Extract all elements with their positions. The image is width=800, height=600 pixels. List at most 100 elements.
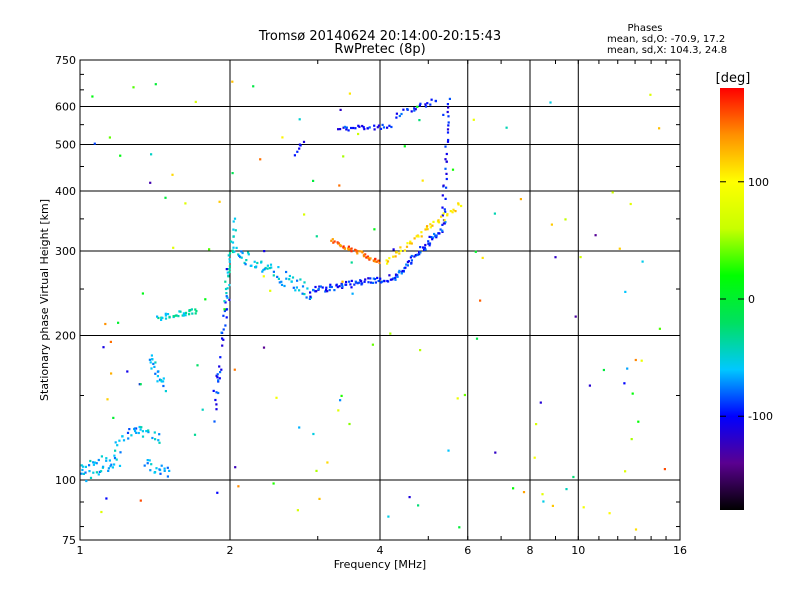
echo-point <box>102 346 105 349</box>
echo-point <box>406 264 409 267</box>
echo-point <box>402 108 405 111</box>
echo-point <box>379 277 382 280</box>
echo-point <box>141 430 144 433</box>
echo-point <box>312 432 315 436</box>
echo-point <box>424 243 427 247</box>
echo-point <box>350 250 353 253</box>
echo-point <box>376 276 379 279</box>
echo-point <box>262 268 265 272</box>
echo-point <box>410 242 413 245</box>
echo-point <box>82 472 85 475</box>
echo-point <box>442 113 445 116</box>
echo-point <box>406 242 409 245</box>
echo-point <box>367 281 370 284</box>
echo-point <box>155 467 158 470</box>
grid-lines <box>79 59 681 541</box>
echo-point <box>339 128 342 131</box>
echo-point <box>345 280 348 284</box>
echo-point <box>232 220 235 223</box>
echo-point <box>445 152 448 156</box>
echo-point <box>194 308 197 311</box>
echo-point <box>333 240 336 243</box>
echo-point <box>325 288 328 291</box>
y-tick-label: 300 <box>55 245 76 258</box>
echo-point <box>240 250 243 253</box>
echo-point <box>341 285 344 288</box>
echo-point <box>233 217 237 220</box>
echo-point <box>427 242 430 245</box>
echo-point <box>121 435 124 438</box>
echo-point <box>414 108 417 111</box>
echo-point <box>100 470 103 473</box>
echo-point <box>190 308 193 311</box>
y-tick-label: 600 <box>55 101 76 114</box>
echo-point <box>91 95 94 98</box>
echo-point <box>161 316 164 319</box>
echo-point <box>166 313 170 316</box>
echo-point <box>414 254 418 257</box>
echo-point <box>389 332 392 335</box>
echo-point <box>237 485 240 488</box>
echo-point <box>428 244 431 247</box>
echo-point <box>343 125 347 128</box>
echo-point <box>88 464 91 467</box>
echo-point <box>437 221 441 224</box>
echo-point <box>182 312 185 315</box>
echo-point <box>444 145 447 148</box>
echo-point <box>419 349 422 352</box>
echo-point <box>360 280 363 283</box>
echo-point <box>119 154 122 157</box>
echo-point <box>225 292 228 295</box>
echo-point <box>237 253 240 256</box>
echo-point <box>356 252 359 255</box>
echo-point <box>133 427 136 430</box>
echo-point <box>100 510 103 514</box>
echo-point <box>369 257 372 260</box>
echo-point <box>565 488 568 491</box>
echo-point <box>97 473 100 476</box>
echo-point <box>409 256 412 259</box>
echo-point <box>263 268 266 271</box>
echo-point <box>82 465 85 468</box>
echo-point <box>357 132 360 136</box>
y-tick-label: 750 <box>55 54 76 67</box>
echo-point <box>220 331 223 334</box>
echo-point <box>230 240 233 243</box>
echo-point <box>231 241 235 244</box>
echo-point <box>330 285 333 289</box>
echo-point <box>403 249 406 252</box>
echo-point <box>418 253 421 256</box>
echo-point <box>385 259 388 262</box>
echo-point <box>369 277 372 280</box>
echo-point <box>104 322 107 326</box>
echo-point <box>348 92 351 95</box>
echo-point <box>433 232 436 236</box>
echo-point <box>413 109 416 112</box>
echo-point <box>105 497 108 500</box>
echo-point <box>418 250 421 254</box>
echo-point <box>156 315 159 318</box>
echo-point <box>278 281 281 284</box>
echo-point <box>431 224 434 227</box>
echo-point <box>223 300 226 303</box>
echo-point <box>403 145 406 148</box>
echo-point <box>394 273 398 276</box>
echo-point <box>629 202 632 206</box>
echo-point <box>339 108 342 111</box>
echo-point <box>166 475 169 478</box>
echo-point <box>266 267 269 270</box>
echo-point <box>391 278 394 281</box>
echo-point <box>227 275 230 278</box>
echo-point <box>431 238 434 241</box>
echo-point <box>132 86 135 89</box>
echo-point <box>441 230 444 233</box>
colorbar-label: [deg] <box>716 71 751 86</box>
echo-point <box>247 251 250 254</box>
echo-point <box>139 383 142 386</box>
echo-point <box>291 276 295 279</box>
echo-point <box>145 430 148 433</box>
echo-point <box>444 158 447 161</box>
echo-point <box>241 251 244 255</box>
echo-point <box>146 459 149 462</box>
echo-point <box>444 167 447 170</box>
